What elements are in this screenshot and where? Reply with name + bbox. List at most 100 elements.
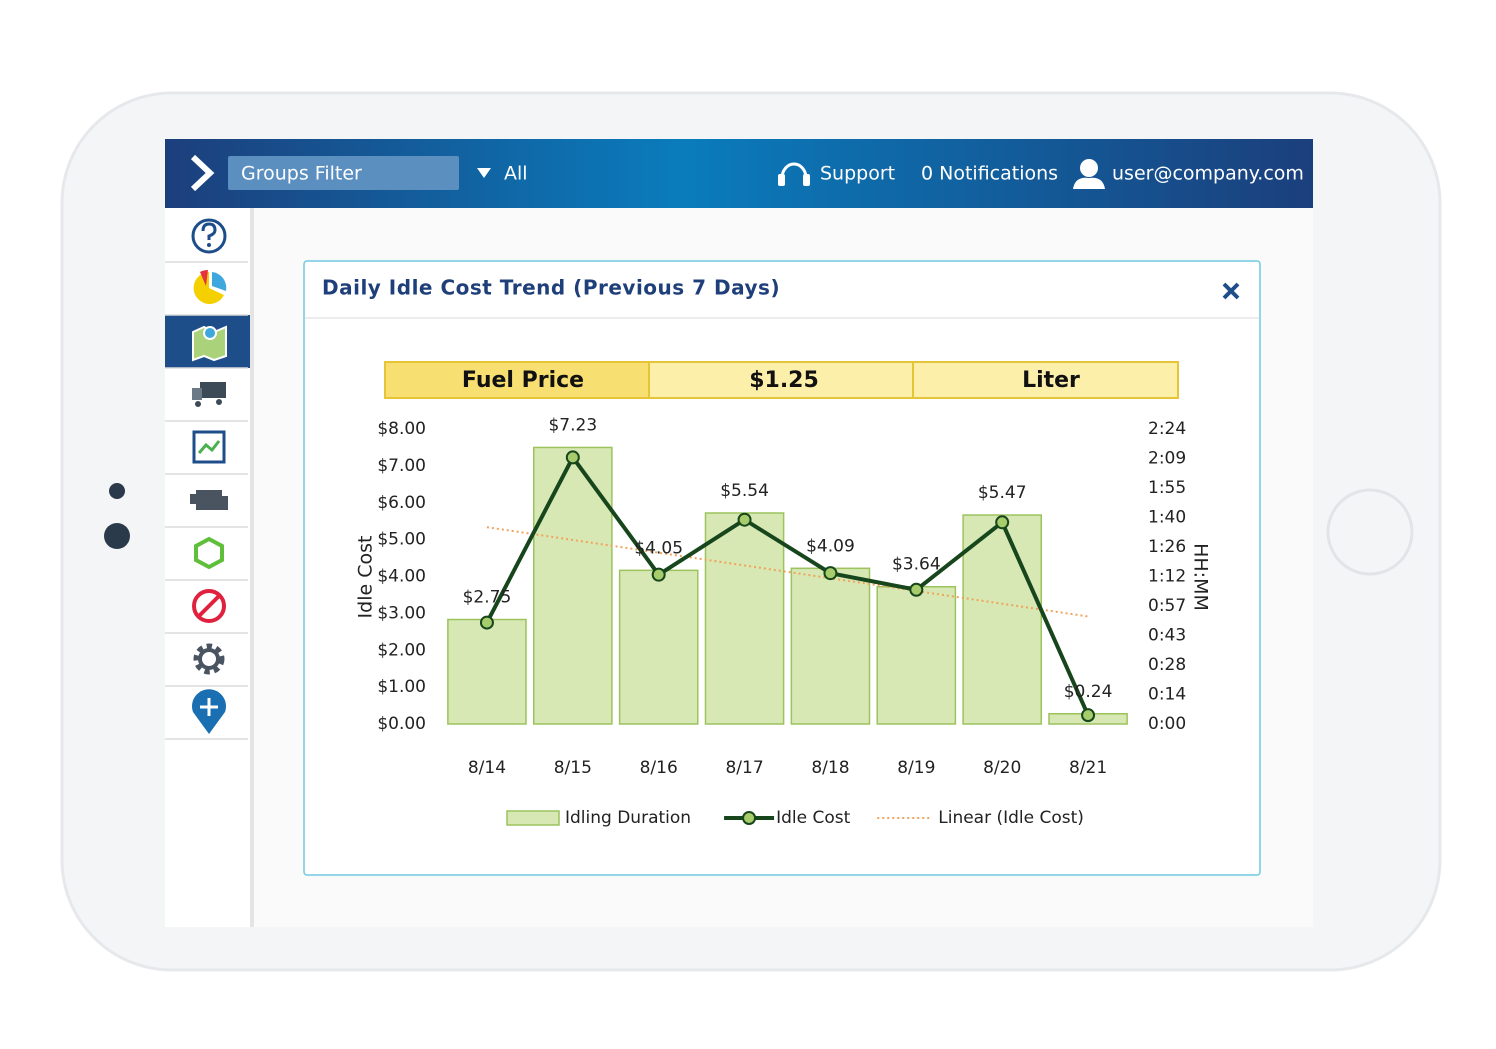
line	[485, 455, 1090, 716]
bar	[618, 569, 699, 725]
data-label: $2.75	[463, 588, 512, 608]
y2-axis-label: HH:MM	[1190, 543, 1212, 611]
bar	[447, 618, 527, 725]
chart: Idle Cost HH:MM $0.00 $1.00 $2.00 $3.00 $4.0…	[355, 415, 1212, 828]
reports-icon[interactable]	[193, 272, 224, 304]
support-link[interactable]: Support	[820, 163, 895, 185]
data-label: $3.64	[892, 555, 941, 575]
y2-tick-label: 1:26	[1148, 537, 1186, 557]
line-marker	[651, 567, 666, 582]
line-marker	[479, 615, 494, 630]
x-tick-label: 8/14	[468, 758, 506, 778]
camera	[104, 523, 130, 549]
data-label: $4.09	[806, 536, 855, 556]
bar	[962, 514, 1043, 725]
data-label: $0.24	[1064, 682, 1113, 702]
y2-tick-label: 1:12	[1148, 567, 1186, 587]
fuel-cell	[384, 361, 650, 399]
fuel-price: $1.25	[749, 368, 819, 393]
bar	[532, 446, 613, 725]
data-label: $5.54	[720, 481, 769, 501]
x-tick-label: 8/19	[897, 758, 935, 778]
fuel-cell	[648, 361, 914, 399]
y2-tick-label: 0:14	[1148, 685, 1186, 705]
line-marker	[995, 515, 1010, 530]
y2-tick-label: 0:00	[1148, 714, 1186, 734]
y2-tick-label: 1:55	[1148, 478, 1186, 498]
vehicles-icon	[216, 399, 222, 405]
help-icon	[207, 243, 211, 247]
x-tick-label: 8/20	[983, 758, 1021, 778]
fuel-unit: Liter	[1022, 368, 1080, 393]
fuel-label: Fuel Price	[462, 368, 584, 393]
line-marker	[737, 512, 752, 527]
y-tick-label: $0.00	[377, 714, 426, 734]
camera	[109, 483, 125, 499]
settings-icon	[198, 648, 220, 670]
panel-title: Daily Idle Cost Trend (Previous 7 Days)	[322, 276, 780, 300]
x-tick-label: 8/21	[1069, 758, 1107, 778]
filter-value[interactable]: All	[504, 163, 528, 185]
y-tick-label: $1.00	[377, 677, 426, 697]
exceptions-icon[interactable]	[192, 589, 226, 623]
trends-icon	[197, 440, 221, 454]
y2-tick-label: 2:24	[1148, 419, 1186, 439]
reports-icon	[212, 272, 227, 291]
y-tick-label: $4.00	[377, 567, 426, 587]
notifications-link[interactable]: 0 Notifications	[921, 163, 1058, 185]
sidebar-shadow	[250, 208, 254, 927]
trends-icon[interactable]	[192, 430, 226, 464]
dropdown-arrow[interactable]	[477, 168, 491, 178]
legend-label: Linear (Idle Cost)	[938, 808, 1084, 828]
data-label: $4.05	[634, 538, 683, 558]
y-tick-label: $3.00	[377, 603, 426, 623]
vehicles-icon[interactable]	[200, 382, 226, 398]
y2-tick-label: 1:40	[1148, 508, 1186, 528]
line-marker	[823, 566, 838, 581]
user-icon	[1080, 159, 1098, 177]
engine-icon[interactable]	[196, 490, 222, 510]
help-icon	[201, 222, 217, 240]
home-button[interactable]	[1326, 488, 1414, 576]
x-tick-label: 8/18	[811, 758, 849, 778]
legend-swatch	[506, 810, 560, 826]
line-marker	[565, 450, 580, 465]
y-tick-label: $8.00	[377, 419, 426, 439]
close-button[interactable]	[1222, 282, 1240, 300]
support-icon	[803, 174, 810, 186]
y-axis-label: Idle Cost	[355, 536, 377, 619]
bar	[704, 512, 785, 725]
line-marker	[1081, 708, 1096, 723]
support-icon	[778, 174, 785, 186]
data-label: $7.23	[548, 415, 597, 435]
x-tick-label: 8/15	[554, 758, 592, 778]
groups-filter: Groups Filter	[241, 163, 362, 185]
engine-icon	[220, 496, 228, 510]
y2-tick-label: 0:28	[1148, 655, 1186, 675]
settings-icon[interactable]	[193, 643, 225, 675]
directions-icon	[200, 698, 218, 716]
legend-swatch	[742, 811, 757, 825]
y2-tick-label: 0:57	[1148, 596, 1186, 616]
y-tick-label: $7.00	[377, 456, 426, 476]
y2-tick-label: 2:09	[1148, 449, 1186, 469]
y-tick-label: $5.00	[377, 530, 426, 550]
fuel-cell	[912, 361, 1179, 399]
vehicles-icon	[195, 401, 201, 407]
x-tick-label: 8/16	[640, 758, 678, 778]
menu-toggle[interactable]	[190, 154, 215, 192]
groups-filter-input[interactable]	[228, 156, 459, 190]
user-menu[interactable]: user@company.com	[1112, 163, 1304, 185]
line-marker	[909, 582, 924, 597]
legend-label: Idling Duration	[565, 808, 691, 828]
help-icon[interactable]	[191, 218, 227, 254]
y-tick-label: $2.00	[377, 640, 426, 660]
geofence-icon[interactable]	[194, 536, 224, 570]
exceptions-icon	[196, 593, 222, 619]
y2-tick-label: 0:43	[1148, 626, 1186, 646]
trendline	[486, 526, 1089, 618]
bar	[790, 567, 871, 725]
data-label: $5.47	[978, 483, 1027, 503]
x-tick-label: 8/17	[725, 758, 763, 778]
